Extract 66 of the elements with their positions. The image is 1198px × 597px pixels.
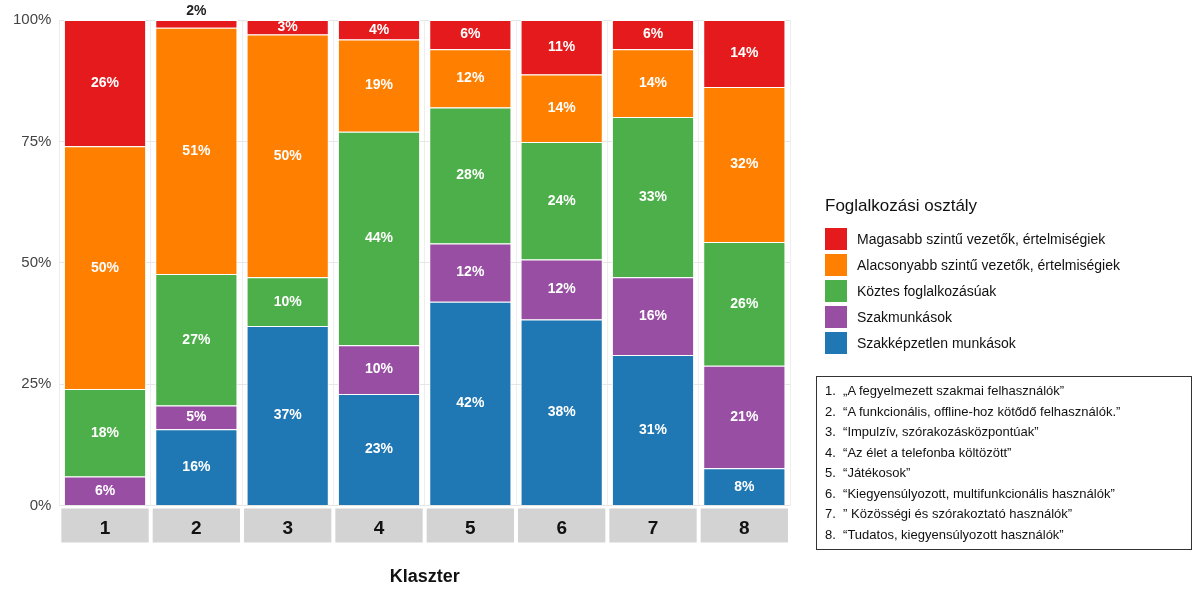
data-label: 6% [642,25,664,42]
text: 1. „A fegyelmezett szakmai felhasználók” [825,382,1066,400]
data-label: 14% [547,99,577,115]
data-label: 16% [638,307,668,324]
data-label: 12% [456,263,485,280]
y-tick-label: 100% [12,10,52,28]
data-label: 16% [182,458,211,475]
data-label: 31% [638,420,668,437]
x-tick-label: 1 [99,517,111,539]
data-label: 33% [638,188,668,205]
text: 2. “A funkcionális, offline-hoz kötődő felhasználók.” [825,402,1122,421]
data-label: 8% [734,477,755,494]
text: 8. “Tudatos, kiegyensúlyozott használók” [825,525,1065,544]
data-label: 44% [365,229,394,246]
data-label: 23% [365,440,394,457]
data-label: 26% [91,73,120,90]
data-label: 6% [94,481,116,498]
data-label: 10% [365,360,394,377]
data-label: 10% [273,292,303,309]
data-label: 12% [456,69,485,86]
data-label: 5% [186,408,208,425]
x-tick-label: 3 [282,517,293,539]
legend-label: Szakképzetlen munkások [857,335,1016,351]
x-tick-label: 4 [373,517,385,539]
text: 5. “Játékosok” [825,464,912,482]
data-label: 19% [365,76,394,93]
data-label: 28% [456,166,485,183]
data-label: 14% [730,44,759,61]
legend-label: Magasabb szintű vezetők, értelmiségiek [857,231,1106,247]
x-axis-title: Klaszter [389,566,460,587]
text: 7. ” Közösségi és szórakoztató használók” [825,505,1074,523]
x-tick-label: 2 [191,517,202,539]
y-tick-label: 75% [21,131,52,149]
data-label: 14% [638,73,668,90]
text: 4. “Az élet a telefonba költözött” [825,443,1013,462]
data-label: 21% [730,407,759,424]
data-label: 50% [273,146,303,163]
legend-label: Szakmunkások [857,309,952,325]
data-label: 6% [460,25,482,42]
x-tick-label: 6 [556,517,567,539]
text: 3. “Impulzív, szórakozásközpontúak” [825,423,1040,441]
legend-label: Alacsonyabb szintű vezetők, értelmiségiek [857,257,1121,273]
data-label: 2% [186,1,208,18]
data-label: 26% [730,294,759,311]
data-label: 3% [277,18,299,35]
y-tick-label: 25% [21,374,52,392]
text: 6. “Kiegyensúlyozott, multifunkcionális használók” [825,484,1116,503]
x-tick-label: 7 [647,517,659,539]
data-label: 11% [548,38,576,55]
data-label: 51% [182,141,211,158]
data-label: 37% [273,406,303,423]
data-label: 4% [368,20,390,37]
data-label: 18% [91,423,120,440]
data-label: 24% [547,191,577,208]
x-tick-label: 5 [465,517,477,539]
y-tick-label: 50% [21,252,52,270]
data-label: 32% [730,155,759,172]
legend-title: Foglalkozási osztály [825,196,979,216]
data-label: 38% [547,403,577,420]
data-label: 12% [547,280,577,297]
legend-label: Köztes foglalkozásúak [857,283,997,299]
data-label: 50% [91,258,120,275]
x-tick-label: 8 [739,517,750,539]
data-label: 27% [182,330,211,347]
y-tick-label: 0% [29,495,52,513]
data-label: 42% [456,394,485,411]
